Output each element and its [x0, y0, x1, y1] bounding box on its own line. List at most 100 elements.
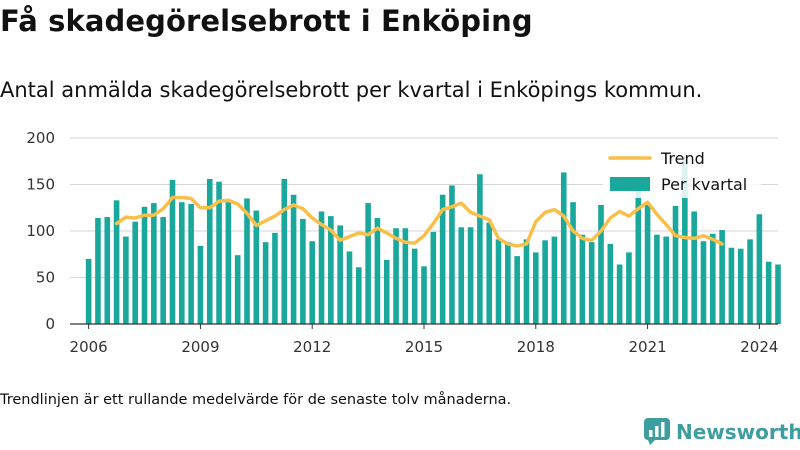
- bar: [719, 230, 725, 324]
- bar: [635, 184, 642, 324]
- bar: [458, 227, 465, 324]
- bar: [365, 203, 371, 324]
- bar: [728, 247, 735, 324]
- bar: [709, 233, 716, 324]
- bar: [225, 202, 232, 324]
- bar: [318, 211, 325, 324]
- bar: [514, 256, 520, 324]
- bar: [160, 217, 166, 324]
- bar: [616, 264, 623, 324]
- y-tick-label: 200: [26, 129, 55, 147]
- bar: [560, 172, 567, 324]
- bar: [113, 200, 120, 324]
- bar: [570, 202, 576, 324]
- bar: [272, 232, 278, 324]
- bar: [374, 217, 381, 324]
- bar: [178, 202, 185, 324]
- footnote: Trendlinjen är ett rullande medelvärde f…: [0, 392, 512, 408]
- brand-name: Newsworthy: [676, 419, 800, 444]
- x-tick-label: 2021: [628, 338, 666, 356]
- bar: [188, 204, 194, 324]
- bar: [756, 214, 763, 324]
- bar: [486, 222, 493, 324]
- bar: [253, 210, 260, 324]
- bar: [737, 248, 744, 324]
- bar: [644, 203, 651, 324]
- bar: [300, 218, 306, 324]
- bar: [588, 242, 595, 324]
- bar: [216, 181, 222, 324]
- bar: [132, 221, 139, 324]
- bar: [654, 234, 660, 324]
- brand[interactable]: Newsworthy: [644, 418, 800, 445]
- trend-line: [114, 195, 724, 248]
- x-tick-label: 2024: [740, 338, 778, 356]
- x-tick-label: 2009: [181, 338, 219, 356]
- chart-title: Få skadegörelsebrott i Enköping: [0, 4, 533, 38]
- legend-bar-swatch: [610, 177, 650, 191]
- legend-bar-label: Per kvartal: [661, 175, 747, 194]
- bar: [262, 242, 269, 324]
- x-tick-label: 2015: [405, 338, 443, 356]
- y-tick-label: 50: [36, 269, 55, 287]
- bar: [607, 244, 614, 324]
- bar: [234, 255, 241, 324]
- y-tick-label: 0: [45, 315, 55, 333]
- x-tick-label: 2006: [70, 338, 108, 356]
- bars-per-kvartal: [85, 156, 781, 324]
- x-tick-label: 2018: [517, 338, 555, 356]
- bar: [682, 156, 688, 324]
- bar: [206, 178, 213, 324]
- bar: [551, 236, 558, 324]
- bar: [290, 194, 297, 324]
- bar: [775, 264, 781, 324]
- bar: [244, 198, 250, 324]
- bar: [449, 185, 455, 324]
- bar: [393, 228, 399, 324]
- bar: [383, 259, 390, 324]
- bar: [663, 236, 670, 324]
- bar: [197, 245, 204, 324]
- bar: [281, 178, 288, 324]
- bar: [309, 241, 316, 324]
- bar: [477, 174, 483, 324]
- bar: [579, 234, 586, 324]
- bar: [691, 211, 697, 324]
- bar: [672, 205, 679, 324]
- bar: [355, 267, 362, 324]
- bar: [598, 204, 604, 324]
- bar: [700, 241, 707, 324]
- bar: [337, 225, 343, 324]
- legend: Trend Per kvartal: [603, 146, 761, 198]
- bar: [439, 194, 446, 324]
- bar: [328, 216, 334, 324]
- x-tick-label: 2012: [293, 338, 331, 356]
- bar: [532, 252, 539, 324]
- bar: [151, 203, 157, 324]
- bar: [169, 179, 176, 324]
- bar: [123, 236, 129, 324]
- y-axis-ticks: 0 50 100 150 200: [26, 129, 55, 333]
- bar: [104, 217, 111, 324]
- bar: [95, 217, 101, 324]
- bar: [85, 258, 92, 324]
- y-tick-label: 150: [26, 176, 55, 194]
- bar: [421, 266, 427, 324]
- bar: [411, 248, 418, 324]
- bar: [765, 261, 772, 324]
- chart-subtitle: Antal anmälda skadegörelsebrott per kvar…: [0, 78, 703, 102]
- newsworthy-logo-icon: [644, 418, 670, 445]
- bar: [542, 240, 548, 324]
- legend-trend-label: Trend: [660, 149, 705, 168]
- x-axis-ticks: 2006 2009 2012 2015 2018 2021 2024: [70, 324, 778, 356]
- chart-canvas: 0 50 100 150 200 2006 2009 2012 2015 2018 2021 202…: [26, 129, 781, 356]
- bar: [430, 231, 437, 324]
- bar: [402, 228, 409, 324]
- bar: [747, 239, 753, 324]
- y-tick-label: 100: [26, 222, 55, 240]
- bar: [505, 242, 511, 324]
- bar: [141, 206, 148, 324]
- bar: [467, 227, 474, 324]
- bar: [626, 252, 632, 324]
- bar: [523, 239, 530, 324]
